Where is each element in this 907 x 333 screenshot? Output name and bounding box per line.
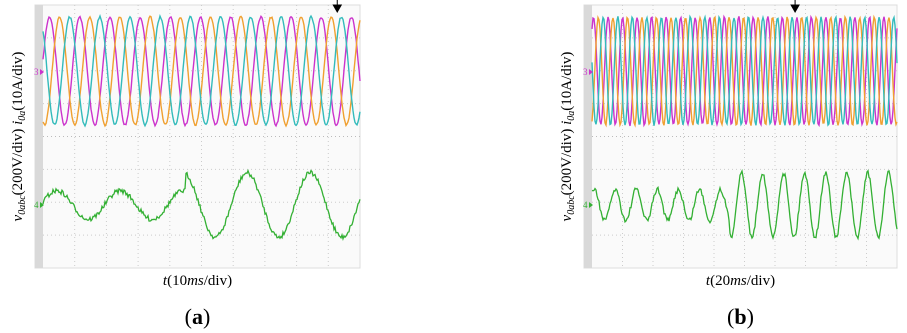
channel-marker-text: 3 <box>583 67 588 77</box>
figure: 34v0abc(200V/div) i0a(10A/div)t(10ms/div… <box>0 0 907 333</box>
label-part: 0abc <box>17 195 28 215</box>
label-part: ms <box>187 273 204 289</box>
scope-left-strip <box>584 5 592 268</box>
panel-caption: (a) <box>185 304 211 329</box>
x-axis-label: t(10ms/div) <box>163 273 232 289</box>
y-axis-label: v0abc(200V/div) i0a(10A/div) <box>559 52 577 222</box>
label-part: (10A/div) <box>10 52 26 111</box>
caption-part: b <box>734 304 746 329</box>
caption-part: ( <box>185 304 192 329</box>
label-part: 0a <box>566 111 577 121</box>
panel-caption: (b) <box>727 304 754 329</box>
label-part: /div) <box>747 273 775 289</box>
label-part: (10 <box>167 273 187 289</box>
channel-marker-text: 3 <box>34 67 39 77</box>
label-part: 0abc <box>566 195 577 215</box>
figure-canvas: 34v0abc(200V/div) i0a(10A/div)t(10ms/div… <box>0 0 907 333</box>
channel-marker: 3 <box>34 67 39 77</box>
y-axis-label: v0abc(200V/div) i0a(10A/div) <box>10 52 28 222</box>
caption-part: a <box>192 304 203 329</box>
caption-part: ) <box>747 304 754 329</box>
channel-marker-text: 4 <box>34 200 39 210</box>
caption-part: ( <box>727 304 734 329</box>
label-part: (200V/div) <box>10 125 26 195</box>
channel-marker: 4 <box>583 200 588 210</box>
label-part: 0a <box>17 111 28 121</box>
scope-panel: 34 <box>34 0 360 268</box>
scope-left-strip <box>35 5 43 268</box>
channel-marker: 3 <box>583 67 588 77</box>
label-part: (200V/div) <box>559 125 575 195</box>
label-part: (20 <box>710 273 730 289</box>
channel-marker: 4 <box>34 200 39 210</box>
x-axis-label: t(20ms/div) <box>706 273 775 289</box>
label-part: ms <box>730 273 747 289</box>
channel-marker-text: 4 <box>583 200 588 210</box>
scope-panel: 34 <box>583 0 897 268</box>
caption-part: ) <box>203 304 210 329</box>
label-part: /div) <box>204 273 232 289</box>
label-part: (10A/div) <box>559 52 575 111</box>
